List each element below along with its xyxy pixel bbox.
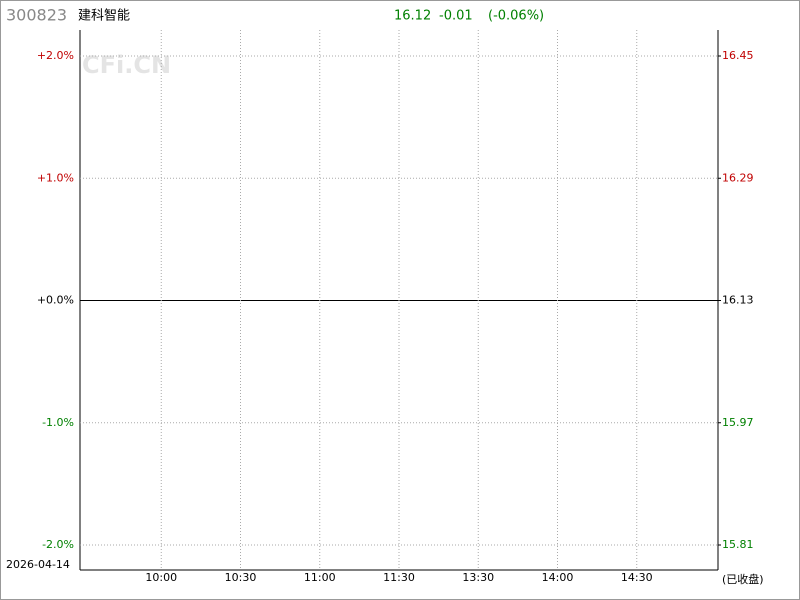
x-tick-label: 14:30 (621, 571, 653, 584)
x-tick-label: 10:30 (225, 571, 257, 584)
x-tick-label: 14:00 (542, 571, 574, 584)
x-tick-label: 13:30 (462, 571, 494, 584)
y-tick-label: +0.0% (37, 294, 74, 307)
y-tick-label: +2.0% (37, 49, 74, 62)
status: (已收盘) (722, 572, 764, 586)
y-tick-label: -2.0% (42, 538, 74, 551)
change-pct: (-0.06%) (488, 9, 544, 24)
price: 16.12 (394, 9, 431, 24)
y2-tick-label: 15.81 (722, 538, 754, 551)
change: -0.01 (439, 9, 473, 24)
x-tick-label: 10:00 (145, 571, 177, 584)
y2-tick-label: 16.13 (722, 294, 754, 307)
date: 2026-04-14 (6, 558, 70, 571)
y-tick-label: +1.0% (37, 171, 74, 184)
watermark: CFi.CN (82, 51, 171, 79)
x-tick-label: 11:00 (304, 571, 336, 584)
stock-name: 建科智能 (78, 9, 130, 24)
y2-tick-label: 15.97 (722, 416, 754, 429)
y2-tick-label: 16.45 (722, 49, 754, 62)
y-tick-label: -1.0% (42, 416, 74, 429)
y2-tick-label: 16.29 (722, 171, 754, 184)
stock-code: 300823 (6, 6, 67, 25)
x-tick-label: 11:30 (383, 571, 415, 584)
